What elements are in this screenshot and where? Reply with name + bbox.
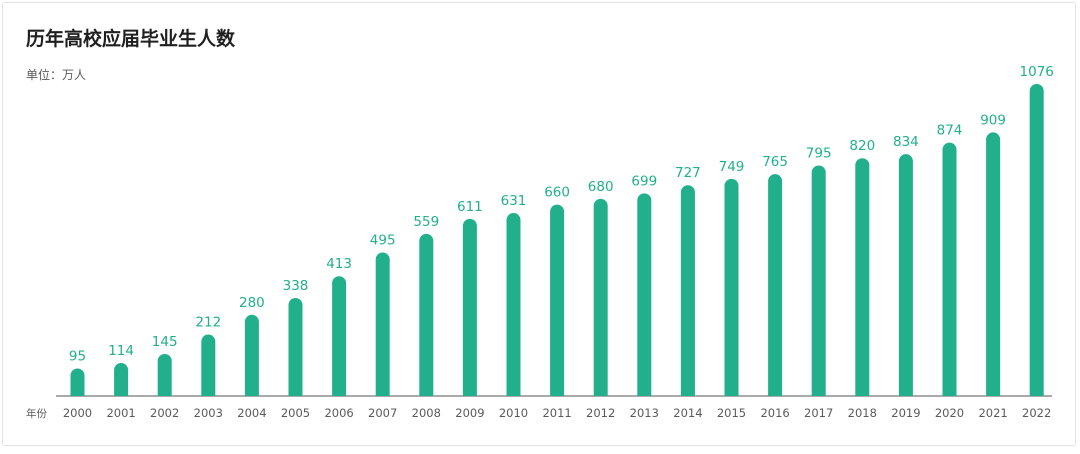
bar-2014 xyxy=(680,185,695,396)
tick-label-2020: 2020 xyxy=(935,406,964,420)
bar-2013 xyxy=(637,193,652,396)
bar-2019 xyxy=(898,154,913,396)
tick-label-2001: 2001 xyxy=(106,406,135,420)
chart-card xyxy=(2,2,1076,446)
value-label-2017: 795 xyxy=(806,145,832,161)
bar-2006 xyxy=(332,276,347,396)
value-label-2002: 145 xyxy=(152,334,178,350)
tick-label-2010: 2010 xyxy=(499,406,528,420)
chart-title: 历年高校应届毕业生人数 xyxy=(26,28,236,50)
value-label-2011: 660 xyxy=(544,185,570,201)
value-label-2020: 874 xyxy=(937,123,963,139)
value-label-2010: 631 xyxy=(501,193,527,209)
bar-2010 xyxy=(506,213,521,396)
value-labels-group: 95 114 145 212 280 338 413 495 559 611 631 660 680 69… xyxy=(69,64,1054,364)
bar-2022 xyxy=(1029,84,1044,397)
tick-label-2017: 2017 xyxy=(804,406,833,420)
tick-label-2016: 2016 xyxy=(760,406,789,420)
tick-labels-group: 2000 2001 2002 2003 2004 2005 2006 2007 2008 2009… xyxy=(63,406,1051,420)
bar-2018 xyxy=(855,158,870,396)
value-label-2019: 834 xyxy=(893,134,919,150)
value-label-2000: 95 xyxy=(69,348,86,364)
bars-group xyxy=(70,84,1044,397)
tick-label-2021: 2021 xyxy=(978,406,1007,420)
unit-label: 单位：万人 xyxy=(26,68,87,82)
tick-label-2006: 2006 xyxy=(324,406,353,420)
tick-label-2019: 2019 xyxy=(891,406,920,420)
value-label-2018: 820 xyxy=(849,138,875,154)
value-label-2013: 699 xyxy=(631,173,657,189)
bar-2016 xyxy=(768,174,783,396)
value-label-2012: 680 xyxy=(588,179,614,195)
bar-2011 xyxy=(550,204,565,396)
value-label-2016: 765 xyxy=(762,154,788,170)
x-axis-title: 年份 xyxy=(26,407,47,420)
tick-label-2014: 2014 xyxy=(673,406,702,420)
tick-label-2015: 2015 xyxy=(717,406,746,420)
bar-2005 xyxy=(288,297,303,396)
bar-2012 xyxy=(593,198,608,396)
bar-2017 xyxy=(811,165,826,396)
value-label-2004: 280 xyxy=(239,295,265,311)
value-label-2014: 727 xyxy=(675,165,701,181)
tick-label-2003: 2003 xyxy=(194,406,223,420)
bar-2003 xyxy=(201,334,216,396)
value-label-2009: 611 xyxy=(457,199,483,215)
value-label-2003: 212 xyxy=(195,315,221,331)
tick-label-2018: 2018 xyxy=(848,406,877,420)
bar-2007 xyxy=(375,252,390,396)
tick-label-2000: 2000 xyxy=(63,406,92,420)
tick-label-2005: 2005 xyxy=(281,406,310,420)
value-label-2006: 413 xyxy=(326,256,352,272)
tick-label-2004: 2004 xyxy=(237,406,266,420)
tick-label-2011: 2011 xyxy=(542,406,571,420)
tick-label-2002: 2002 xyxy=(150,406,179,420)
tick-label-2008: 2008 xyxy=(412,406,441,420)
tick-label-2009: 2009 xyxy=(455,406,484,420)
value-label-2008: 559 xyxy=(413,214,439,230)
bar-2008 xyxy=(419,233,434,396)
bar-2002 xyxy=(157,353,172,396)
value-label-2007: 495 xyxy=(370,232,396,248)
tick-label-2007: 2007 xyxy=(368,406,397,420)
bar-2020 xyxy=(942,142,957,396)
value-label-2015: 749 xyxy=(719,159,745,175)
bar-2021 xyxy=(986,132,1001,396)
value-label-2005: 338 xyxy=(283,278,309,294)
tick-label-2013: 2013 xyxy=(630,406,659,420)
value-label-2021: 909 xyxy=(980,112,1006,128)
tick-label-2012: 2012 xyxy=(586,406,615,420)
bar-2001 xyxy=(114,362,129,396)
bar-2015 xyxy=(724,178,739,396)
bar-2004 xyxy=(244,314,259,396)
bar-2009 xyxy=(462,218,477,396)
value-label-2022: 1076 xyxy=(1020,64,1054,80)
value-label-2001: 114 xyxy=(108,343,134,359)
bar-2000 xyxy=(70,368,85,396)
tick-label-2022: 2022 xyxy=(1022,406,1051,420)
